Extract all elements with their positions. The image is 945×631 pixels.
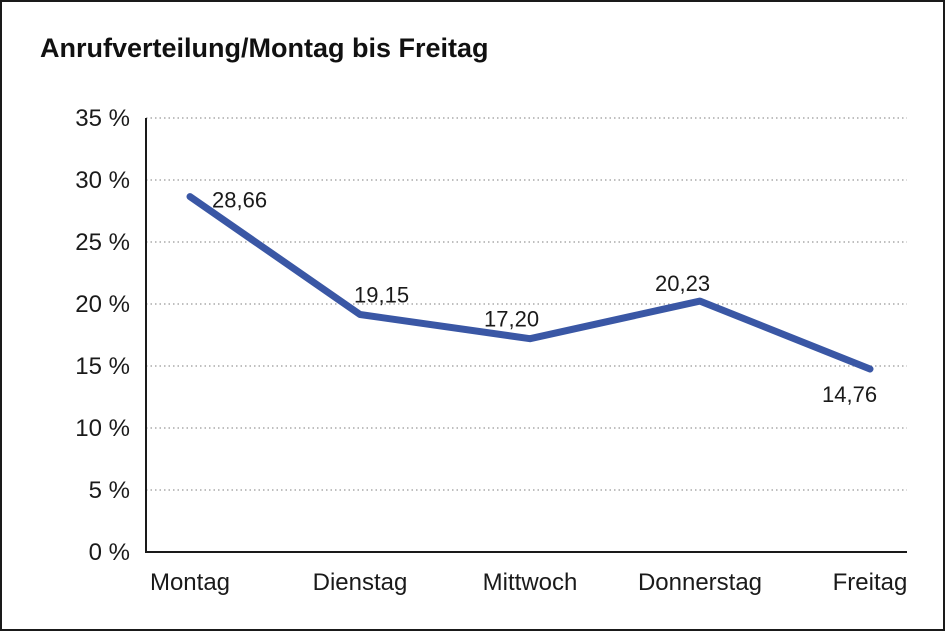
data-line-series: [186, 193, 874, 373]
y-tick-label: 10 %: [75, 415, 130, 442]
y-tick-label: 30 %: [75, 167, 130, 194]
y-tick-label: 25 %: [75, 229, 130, 256]
x-tick-label: Dienstag: [313, 569, 408, 596]
chart-title: Anrufverteilung/Montag bis Freitag: [40, 33, 489, 63]
data-point-label: 17,20: [484, 307, 539, 332]
y-tick-label: 15 %: [75, 353, 130, 380]
y-tick-label: 35 %: [75, 105, 130, 132]
x-tick-label: Mittwoch: [483, 569, 578, 596]
x-tick-label: Montag: [150, 569, 230, 596]
data-point-label: 14,76: [822, 382, 877, 407]
data-point-label: 20,23: [655, 271, 710, 296]
y-tick-label: 5 %: [89, 477, 130, 504]
data-point-label: 28,66: [212, 188, 267, 213]
y-tick-label: 20 %: [75, 291, 130, 318]
y-tick-label: 0 %: [89, 539, 130, 566]
x-tick-label: Freitag: [833, 569, 908, 596]
data-point-label: 19,15: [354, 283, 409, 308]
x-tick-label: Donnerstag: [638, 569, 762, 596]
